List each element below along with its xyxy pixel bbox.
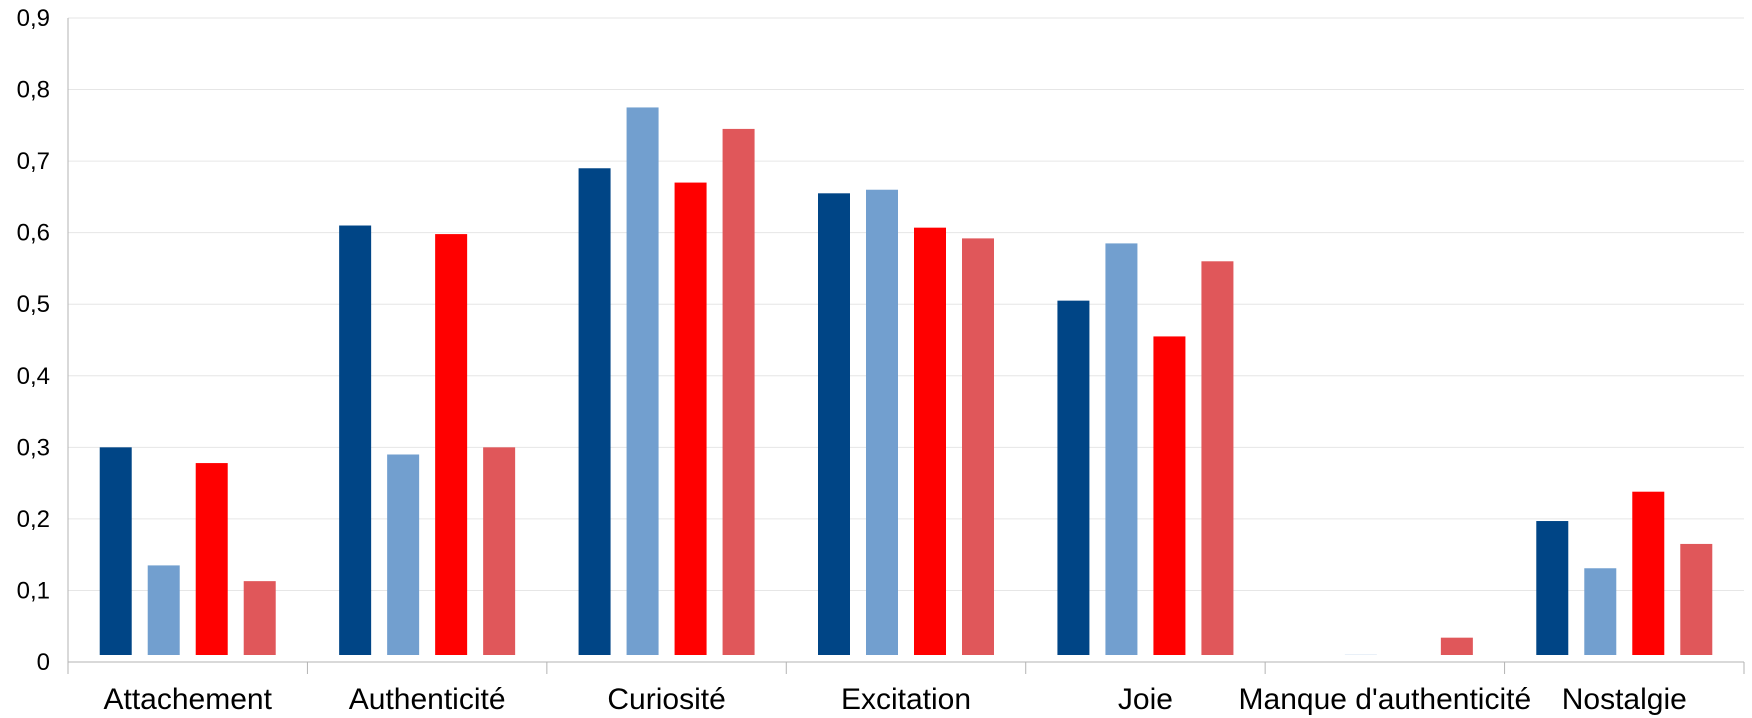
bar	[962, 238, 994, 655]
bar	[674, 182, 707, 656]
x-category-label: Manque d'authenticité	[1239, 683, 1532, 716]
y-tick-label: 0,8	[17, 77, 50, 104]
x-category-label: Excitation	[841, 683, 971, 716]
bar	[147, 565, 180, 655]
y-tick-label: 0,1	[17, 577, 50, 604]
bar	[1057, 300, 1090, 655]
x-category-label: Attachement	[103, 683, 272, 716]
bar	[626, 107, 659, 655]
bar	[866, 189, 898, 655]
bar	[387, 454, 420, 655]
bar	[1536, 521, 1569, 655]
bar	[99, 447, 132, 655]
x-axis: Attachement Authenticité Curiosité Excitati…	[67, 661, 1745, 716]
bar	[722, 128, 755, 655]
bar	[1584, 568, 1617, 655]
x-category-label: Nostalgie	[1562, 683, 1687, 716]
bar	[1440, 637, 1473, 655]
bar	[818, 193, 850, 656]
y-tick-label: 0,7	[17, 148, 50, 175]
y-tick-label: 0,2	[17, 506, 50, 533]
bars	[99, 107, 1713, 656]
bar	[243, 581, 276, 655]
x-category-label: Curiosité	[607, 683, 725, 716]
bar	[483, 447, 516, 655]
bar	[339, 225, 372, 655]
y-tick-label: 0,6	[17, 220, 50, 247]
bar	[1201, 261, 1234, 655]
y-axis: 0 0,1 0,2 0,3 0,4 0,5 0,6 0,7 0,8 0,9	[17, 5, 69, 676]
bar	[578, 168, 611, 655]
y-tick-label: 0,4	[17, 363, 50, 390]
x-category-label: Authenticité	[349, 683, 506, 716]
bar	[195, 463, 228, 655]
x-category-label: Joie	[1118, 683, 1173, 716]
y-tick-label: 0,3	[17, 434, 50, 461]
bar	[914, 227, 946, 655]
bar	[435, 234, 468, 655]
y-tick-label: 0,9	[17, 5, 50, 32]
bar	[1632, 491, 1665, 655]
bar	[1153, 336, 1186, 655]
bar	[1105, 243, 1138, 655]
y-tick-label: 0,5	[17, 291, 50, 318]
y-tick-label: 0	[37, 649, 50, 676]
bar	[1680, 543, 1713, 655]
gridlines	[68, 17, 1744, 591]
